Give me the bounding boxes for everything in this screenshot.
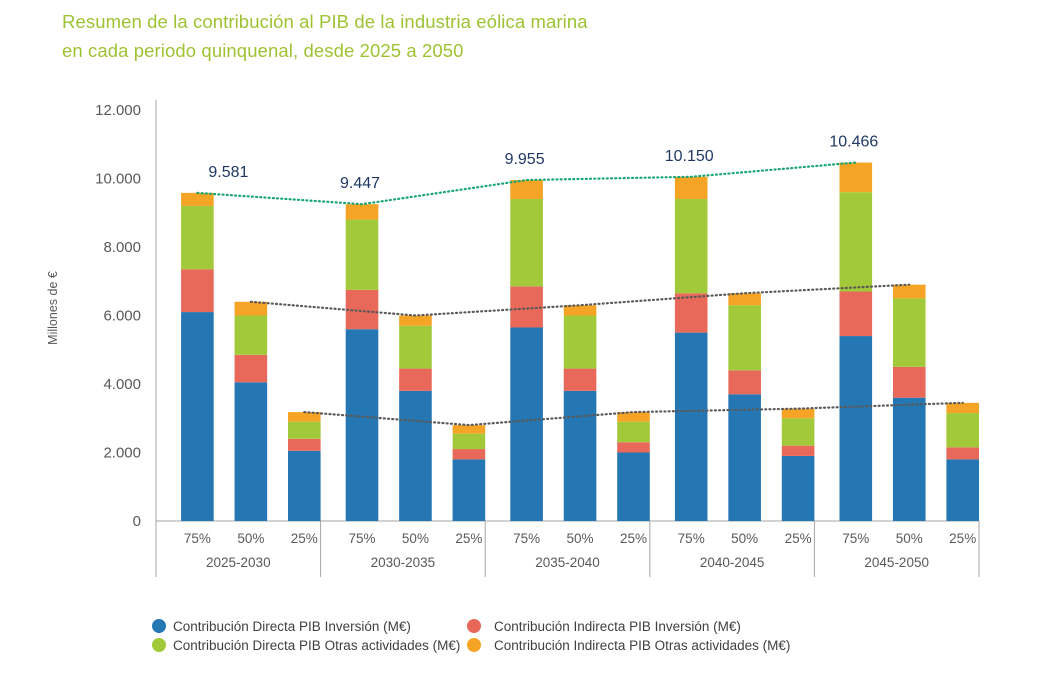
svg-text:50%: 50% bbox=[567, 531, 594, 546]
svg-text:10.000: 10.000 bbox=[95, 171, 141, 188]
svg-text:75%: 75% bbox=[513, 531, 540, 546]
svg-text:Contribución Directa PIB Inver: Contribución Directa PIB Inversión (M€) bbox=[173, 619, 411, 634]
svg-text:12.000: 12.000 bbox=[95, 102, 141, 119]
svg-text:9.955: 9.955 bbox=[505, 151, 545, 168]
svg-text:75%: 75% bbox=[348, 531, 375, 546]
svg-text:25%: 25% bbox=[949, 531, 976, 546]
svg-text:6.000: 6.000 bbox=[103, 308, 141, 325]
svg-text:2035-2040: 2035-2040 bbox=[535, 555, 600, 570]
svg-text:50%: 50% bbox=[237, 531, 264, 546]
svg-text:25%: 25% bbox=[785, 531, 812, 546]
svg-text:Contribución Directa PIB Otras: Contribución Directa PIB Otras actividad… bbox=[173, 638, 460, 653]
svg-text:8.000: 8.000 bbox=[103, 239, 141, 256]
svg-text:50%: 50% bbox=[731, 531, 758, 546]
svg-text:75%: 75% bbox=[842, 531, 869, 546]
svg-text:Contribución Indirecta PIB Otr: Contribución Indirecta PIB Otras activid… bbox=[494, 638, 790, 653]
svg-text:50%: 50% bbox=[402, 531, 429, 546]
svg-text:9.581: 9.581 bbox=[208, 164, 248, 181]
svg-text:25%: 25% bbox=[620, 531, 647, 546]
svg-text:10.466: 10.466 bbox=[829, 134, 878, 151]
svg-text:Contribución Indirecta PIB Inv: Contribución Indirecta PIB Inversión (M€… bbox=[494, 619, 741, 634]
svg-text:25%: 25% bbox=[291, 531, 318, 546]
svg-text:9.447: 9.447 bbox=[340, 175, 380, 192]
svg-text:10.150: 10.150 bbox=[665, 148, 714, 165]
svg-text:2045-2050: 2045-2050 bbox=[864, 555, 929, 570]
svg-text:0: 0 bbox=[133, 513, 141, 530]
svg-text:Millones de €: Millones de € bbox=[46, 271, 60, 345]
svg-text:2.000: 2.000 bbox=[103, 445, 141, 462]
svg-text:75%: 75% bbox=[184, 531, 211, 546]
svg-text:2040-2045: 2040-2045 bbox=[700, 555, 765, 570]
svg-text:2025-2030: 2025-2030 bbox=[206, 555, 271, 570]
svg-text:2030-2035: 2030-2035 bbox=[371, 555, 436, 570]
svg-text:75%: 75% bbox=[678, 531, 705, 546]
svg-text:4.000: 4.000 bbox=[103, 376, 141, 393]
svg-text:50%: 50% bbox=[896, 531, 923, 546]
svg-text:25%: 25% bbox=[455, 531, 482, 546]
